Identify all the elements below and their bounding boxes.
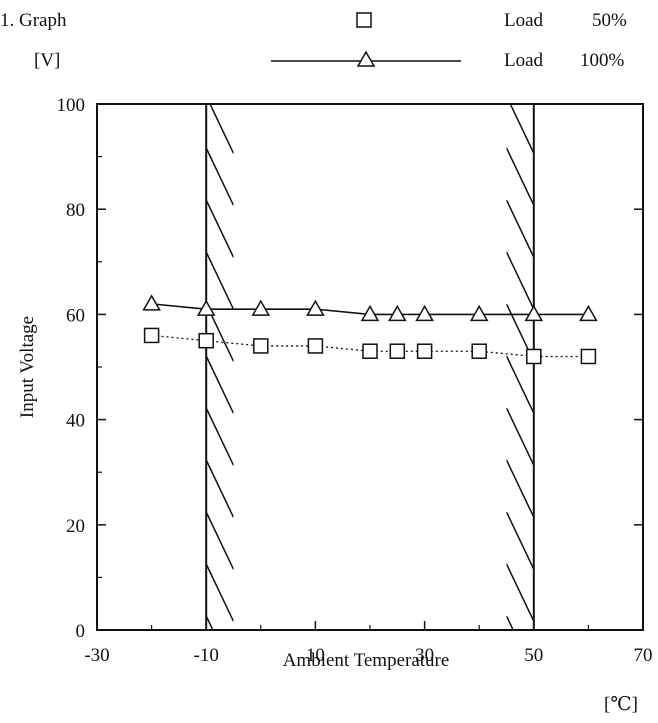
hatch-region-1 <box>506 44 534 630</box>
y-tick-label: 100 <box>57 95 86 116</box>
series-load-100 <box>142 294 598 322</box>
hatch-line <box>507 44 534 101</box>
square-marker <box>526 348 542 365</box>
x-tick-label: -30 <box>84 645 109 666</box>
square-marker <box>253 338 269 354</box>
triangle-marker <box>579 304 598 322</box>
triangle-marker <box>388 304 407 322</box>
triangle-marker <box>415 304 434 322</box>
square-marker <box>143 327 160 344</box>
x-tick-label: 70 <box>634 645 653 666</box>
hatch-line <box>506 199 534 258</box>
hatch-region-0 <box>206 44 234 630</box>
y-tick-label: 20 <box>66 516 85 537</box>
hatch-line <box>206 199 234 258</box>
hatch-line <box>506 615 514 630</box>
series-load-50 <box>143 327 597 365</box>
hatch-line <box>506 407 534 466</box>
hatch-line <box>209 104 234 154</box>
legend-label-50: Load <box>504 10 544 31</box>
square-marker <box>416 343 433 359</box>
square-marker <box>362 343 378 359</box>
triangle-marker <box>360 304 380 322</box>
legend-label-100: Load <box>504 50 544 71</box>
hatch-line <box>506 355 534 414</box>
legend-value-100: 100% <box>580 50 625 71</box>
hatch-line <box>206 44 233 101</box>
triangle-marker <box>142 294 161 311</box>
series-layer <box>142 294 598 365</box>
y-tick-label: 60 <box>66 305 85 326</box>
square-marker <box>389 343 406 359</box>
axis-ticks: -30 -10 10 30 50 70 0 20 40 60 80 100 <box>57 95 653 666</box>
triangle-marker <box>306 299 325 316</box>
y-tick-label: 40 <box>66 411 85 432</box>
x-tick-label: -10 <box>194 645 219 666</box>
legend <box>271 12 461 67</box>
hatch-line <box>206 563 234 622</box>
hatch-line <box>206 147 234 206</box>
square-marker <box>356 12 372 28</box>
hatch-line <box>506 251 534 310</box>
triangle-marker <box>196 299 216 316</box>
triangle-marker <box>251 299 271 316</box>
plot-frame <box>96 103 644 631</box>
hatch-line <box>506 563 534 622</box>
shaded-regions <box>205 44 535 630</box>
y-tick-label: 80 <box>66 200 85 221</box>
legend-value-50: 50% <box>592 10 627 31</box>
hatch-line <box>206 615 214 630</box>
square-marker <box>580 348 597 365</box>
hatch-line <box>206 407 234 466</box>
x-tick-label: 10 <box>306 645 325 666</box>
square-marker <box>307 338 324 354</box>
hatch-line <box>206 355 234 414</box>
triangle-marker <box>356 50 376 67</box>
x-unit-label: [℃] <box>604 694 638 715</box>
y-axis-title: Input Voltage <box>17 316 38 418</box>
hatch-line <box>506 147 534 206</box>
x-tick-label: 30 <box>415 645 434 666</box>
hatch-line <box>506 511 534 570</box>
x-axis-title: Ambient Temperature <box>283 650 450 671</box>
triangle-marker <box>469 304 489 322</box>
section-label: 1. Graph <box>0 10 67 31</box>
series-line <box>151 334 589 358</box>
y-tick-label: 0 <box>76 621 86 642</box>
series-line <box>151 303 589 316</box>
hatch-line <box>506 459 534 518</box>
square-marker <box>471 343 487 359</box>
y-unit-label: [V] <box>34 50 61 71</box>
x-tick-label: 50 <box>524 645 543 666</box>
triangle-marker <box>524 304 544 322</box>
hatch-line <box>206 459 234 518</box>
square-marker <box>198 332 214 349</box>
hatch-line <box>509 104 534 154</box>
hatch-line <box>206 511 234 570</box>
hatch-line <box>206 251 234 310</box>
